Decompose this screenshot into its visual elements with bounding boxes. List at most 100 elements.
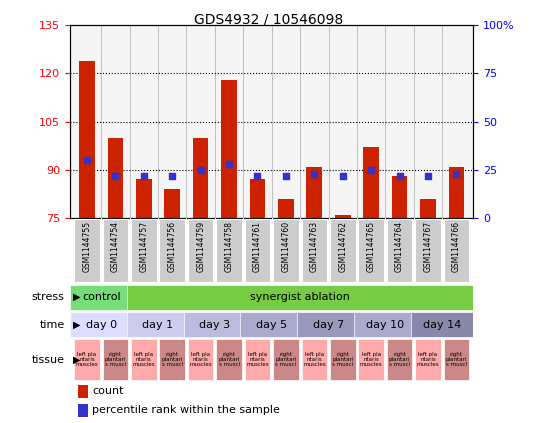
Text: GSM1144757: GSM1144757 <box>139 221 148 272</box>
Point <box>452 170 461 177</box>
Bar <box>335 214 351 218</box>
Text: day 3: day 3 <box>199 320 230 330</box>
FancyBboxPatch shape <box>354 312 416 337</box>
Text: time: time <box>39 320 65 330</box>
Bar <box>278 199 294 218</box>
Text: ▶: ▶ <box>73 292 80 302</box>
Text: day 10: day 10 <box>366 320 405 330</box>
Text: GSM1144765: GSM1144765 <box>366 221 376 272</box>
Bar <box>136 179 152 218</box>
Text: left pla
ntaris
muscles: left pla ntaris muscles <box>246 352 269 368</box>
Bar <box>79 60 95 218</box>
FancyBboxPatch shape <box>298 312 360 337</box>
FancyBboxPatch shape <box>183 312 246 337</box>
FancyBboxPatch shape <box>358 219 384 282</box>
FancyBboxPatch shape <box>358 339 384 380</box>
Text: control: control <box>82 292 121 302</box>
Text: left pla
ntaris
muscles: left pla ntaris muscles <box>132 352 155 368</box>
Text: right
plantari
s muscl: right plantari s muscl <box>161 352 183 368</box>
Text: right
plantari
s muscl: right plantari s muscl <box>218 352 240 368</box>
Bar <box>363 147 379 218</box>
Point <box>83 157 91 164</box>
Bar <box>165 189 180 218</box>
Text: ▶: ▶ <box>73 354 80 365</box>
Point <box>111 172 120 179</box>
Text: left pla
ntaris
muscles: left pla ntaris muscles <box>303 352 325 368</box>
Text: day 1: day 1 <box>143 320 174 330</box>
FancyBboxPatch shape <box>159 219 185 282</box>
Text: right
plantari
s muscl: right plantari s muscl <box>445 352 467 368</box>
FancyBboxPatch shape <box>103 339 128 380</box>
Point <box>310 170 318 177</box>
FancyBboxPatch shape <box>273 219 299 282</box>
FancyBboxPatch shape <box>330 339 356 380</box>
FancyBboxPatch shape <box>387 219 412 282</box>
Text: ▶: ▶ <box>73 320 80 330</box>
Text: count: count <box>92 386 124 396</box>
FancyBboxPatch shape <box>216 219 242 282</box>
Text: GSM1144766: GSM1144766 <box>452 221 461 272</box>
Text: GDS4932 / 10546098: GDS4932 / 10546098 <box>194 13 344 27</box>
Text: GSM1144758: GSM1144758 <box>224 221 233 272</box>
Text: GSM1144761: GSM1144761 <box>253 221 262 272</box>
Point <box>281 172 290 179</box>
Point <box>196 166 205 173</box>
Text: stress: stress <box>32 292 65 302</box>
FancyBboxPatch shape <box>74 219 100 282</box>
FancyBboxPatch shape <box>273 339 299 380</box>
FancyBboxPatch shape <box>415 339 441 380</box>
Text: GSM1144756: GSM1144756 <box>168 221 177 272</box>
Text: left pla
ntaris
muscles: left pla ntaris muscles <box>360 352 383 368</box>
Bar <box>221 80 237 218</box>
FancyBboxPatch shape <box>188 219 214 282</box>
Bar <box>250 179 265 218</box>
FancyBboxPatch shape <box>131 219 157 282</box>
Point <box>253 172 262 179</box>
Text: GSM1144760: GSM1144760 <box>281 221 291 272</box>
FancyBboxPatch shape <box>444 219 469 282</box>
FancyBboxPatch shape <box>301 339 327 380</box>
Text: GSM1144762: GSM1144762 <box>338 221 347 272</box>
FancyBboxPatch shape <box>301 219 327 282</box>
Text: right
plantari
s muscl: right plantari s muscl <box>275 352 296 368</box>
Text: GSM1144767: GSM1144767 <box>423 221 433 272</box>
Text: day 5: day 5 <box>256 320 287 330</box>
FancyBboxPatch shape <box>103 219 128 282</box>
Point <box>168 172 176 179</box>
FancyBboxPatch shape <box>70 285 132 310</box>
FancyBboxPatch shape <box>245 339 270 380</box>
FancyBboxPatch shape <box>74 339 100 380</box>
FancyBboxPatch shape <box>131 339 157 380</box>
FancyBboxPatch shape <box>411 312 473 337</box>
FancyBboxPatch shape <box>240 312 303 337</box>
FancyBboxPatch shape <box>70 312 132 337</box>
Point <box>423 172 432 179</box>
Text: left pla
ntaris
muscles: left pla ntaris muscles <box>189 352 212 368</box>
Text: synergist ablation: synergist ablation <box>250 292 350 302</box>
Point <box>225 161 233 168</box>
Bar <box>78 404 88 417</box>
Text: GSM1144759: GSM1144759 <box>196 221 205 272</box>
Point <box>338 172 347 179</box>
Point <box>395 172 404 179</box>
Text: GSM1144763: GSM1144763 <box>310 221 319 272</box>
FancyBboxPatch shape <box>444 339 469 380</box>
Point <box>139 172 148 179</box>
Text: percentile rank within the sample: percentile rank within the sample <box>92 405 280 415</box>
Bar <box>420 199 436 218</box>
FancyBboxPatch shape <box>127 312 189 337</box>
FancyBboxPatch shape <box>330 219 356 282</box>
Text: day 14: day 14 <box>423 320 461 330</box>
Bar <box>108 137 123 218</box>
Text: tissue: tissue <box>32 354 65 365</box>
Text: left pla
ntaris
muscles: left pla ntaris muscles <box>416 352 440 368</box>
Text: day 7: day 7 <box>313 320 344 330</box>
Text: right
plantari
s muscl: right plantari s muscl <box>389 352 410 368</box>
Bar <box>78 385 88 398</box>
Bar <box>392 176 407 218</box>
Text: day 0: day 0 <box>86 320 117 330</box>
Text: left pla
ntaris
muscles: left pla ntaris muscles <box>76 352 98 368</box>
FancyBboxPatch shape <box>188 339 214 380</box>
FancyBboxPatch shape <box>245 219 270 282</box>
Text: GSM1144755: GSM1144755 <box>82 221 91 272</box>
